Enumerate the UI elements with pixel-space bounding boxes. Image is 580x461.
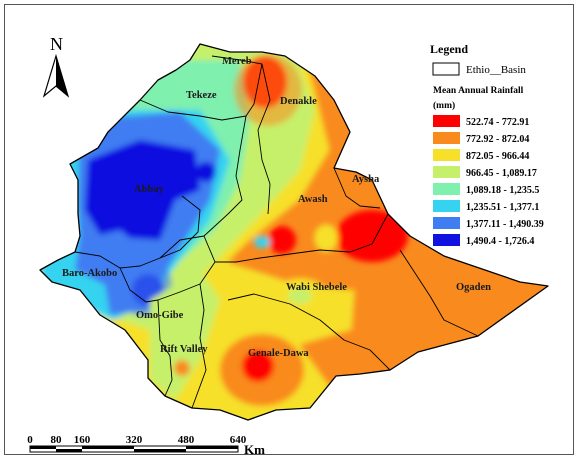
boundary-aysha [333, 167, 381, 209]
label-denakle: Denakle [280, 96, 317, 107]
label-ogaden: Ogaden [456, 282, 491, 293]
legend-rainfall-title: Mean Annual Rainfall [433, 86, 524, 96]
label-mereb: Mereb [222, 56, 252, 67]
legend-basin-swatch [432, 62, 460, 76]
legend-swatch-4 [433, 166, 460, 178]
basin-boundaries [39, 43, 549, 421]
scale-tick-320: 320 [126, 434, 143, 446]
legend-swatch-3 [433, 149, 460, 161]
scale-tick-80: 80 [51, 434, 63, 446]
north-arrow-shade [56, 56, 68, 96]
scale-seg-5 [186, 446, 238, 449]
legend: Legend Ethio__Basin Mean Annual Rainfall… [430, 42, 544, 247]
scale-tick-640: 640 [230, 434, 247, 446]
label-omo-gibe: Omo-Gibe [136, 310, 184, 321]
legend-class-label-7: 1,377.11 - 1,490.39 [466, 219, 544, 230]
legend-swatch-1 [433, 115, 460, 127]
scale-tick-160: 160 [74, 434, 91, 446]
scale-seg-1 [30, 446, 56, 449]
boundary-abbay-awash [119, 115, 247, 269]
scale-seg-3 [82, 446, 134, 449]
label-genale-dawa: Genale-Dawa [248, 348, 309, 359]
legend-swatch-2 [433, 132, 460, 144]
boundary-wabi-ogaden [399, 249, 479, 337]
north-arrow: N [42, 34, 70, 98]
boundary-abbay-inner [159, 195, 201, 259]
legend-class-label-8: 1,490.4 - 1,726.4 [466, 236, 534, 247]
legend-class-label-6: 1,235.51 - 1,377.1 [466, 202, 539, 213]
label-tekeze: Tekeze [186, 90, 217, 101]
country-outline [39, 43, 549, 421]
legend-swatch-6 [433, 200, 460, 212]
label-wabi-shebele: Wabi Shebele [286, 282, 347, 293]
scale-tick-labels: 0 80 160 320 480 640 [27, 434, 247, 446]
legend-title: Legend [430, 42, 468, 56]
boundary-rift-south [157, 299, 173, 397]
zone-red-genale [242, 350, 274, 382]
legend-class-label-1: 522.74 - 772.91 [466, 117, 529, 128]
zone-red-aysha [336, 210, 408, 262]
label-rift-valley: Rift Valley [160, 344, 208, 355]
boundary-awash-wabi [215, 213, 389, 263]
label-baro-akobo: Baro-Akobo [62, 268, 117, 279]
legend-swatch-7 [433, 217, 460, 229]
legend-basin-label: Ethio__Basin [466, 64, 526, 76]
label-abbay: Abbay [134, 184, 165, 195]
boundary-tekeze-abbay [139, 63, 263, 121]
legend-swatch-5 [433, 183, 460, 195]
boundary-baro-omo [74, 251, 159, 303]
zone-yellow-awash [314, 224, 338, 252]
legend-class-label-2: 772.92 - 872.04 [466, 134, 529, 145]
zone-red-awash [268, 226, 296, 254]
zone-cyan-spot [254, 236, 270, 248]
north-arrow-letter: N [50, 34, 63, 54]
scale-bar: 0 80 160 320 480 640 Km [27, 434, 265, 457]
legend-swatch-8 [433, 234, 460, 246]
legend-classes: 522.74 - 772.91 772.92 - 872.04 872.05 - 9… [433, 115, 544, 247]
label-awash: Awash [298, 194, 328, 205]
legend-class-label-3: 872.05 - 966.44 [466, 151, 529, 162]
zone-lightgreen-wabi [288, 288, 312, 304]
legend-class-label-5: 1,089.18 - 1,235.5 [466, 185, 539, 196]
legend-rainfall-unit: (mm) [433, 100, 455, 111]
boundary-rift-genale [191, 283, 207, 409]
basin-labels: Mereb Tekeze Denakle Abbay Aysha Awash B… [62, 56, 491, 359]
scale-seg-2 [56, 449, 82, 452]
scale-seg-4 [134, 449, 186, 452]
scale-unit: Km [244, 442, 265, 457]
boundary-wabi-genale [227, 293, 391, 371]
zone-darkblue [85, 140, 200, 240]
zone-darkblue-spot [196, 162, 216, 182]
label-aysha: Aysha [352, 174, 380, 185]
scale-tick-0: 0 [27, 434, 33, 446]
boundary-denakle [257, 63, 271, 215]
legend-class-label-4: 966.45 - 1,089.17 [466, 168, 537, 179]
zone-orange-rift [174, 360, 190, 376]
scale-tick-480: 480 [178, 434, 195, 446]
boundary-mereb [211, 55, 263, 65]
